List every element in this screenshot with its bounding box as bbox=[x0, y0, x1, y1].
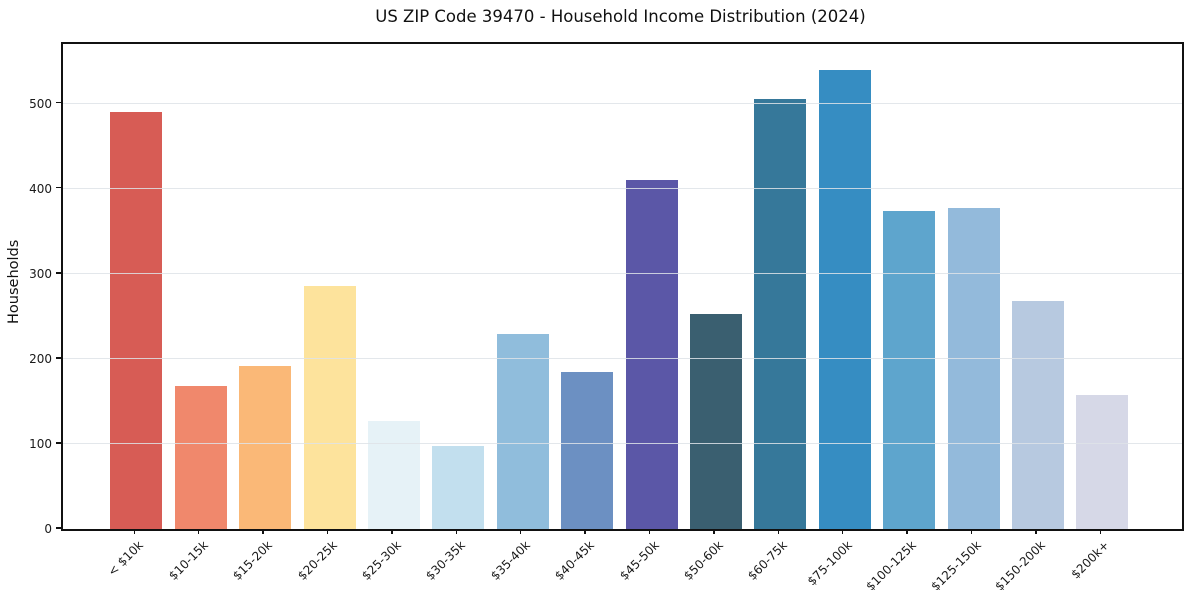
x-tick-mark-$200k+ bbox=[1099, 529, 1102, 534]
bar-$10-15k bbox=[174, 386, 227, 529]
x-tick-label-$45-50k: $45-50k bbox=[616, 538, 662, 583]
x-tick-label-$35-40k: $35-40k bbox=[487, 538, 533, 583]
x-tick-mark-< $10k bbox=[133, 529, 136, 534]
x-tick-mark-$30-35k bbox=[455, 529, 458, 534]
y-tick-label-100: 100 bbox=[29, 436, 52, 451]
x-tick-label-< $10k: < $10k bbox=[105, 538, 147, 579]
x-tick-label-$10-15k: $10-15k bbox=[165, 538, 211, 583]
bar-$40-45k bbox=[561, 371, 614, 529]
y-tick-label-0: 0 bbox=[44, 522, 52, 536]
x-tick-label-$75-100k: $75-100k bbox=[804, 538, 855, 589]
x-tick-label-$50-60k: $50-60k bbox=[680, 538, 726, 583]
x-tick-label-$200k+: $200k+ bbox=[1068, 538, 1113, 582]
y-tick-label-300: 300 bbox=[29, 266, 52, 281]
gridline-y-100 bbox=[63, 443, 1182, 445]
bar-< $10k bbox=[110, 112, 163, 529]
bar-$45-50k bbox=[625, 180, 678, 529]
x-tick-mark-$75-100k bbox=[841, 529, 844, 534]
y-axis-label: Households bbox=[6, 239, 22, 324]
y-tick-label-200: 200 bbox=[29, 351, 52, 366]
x-tick-label-$20-25k: $20-25k bbox=[294, 538, 340, 583]
y-tick-mark-500 bbox=[56, 101, 62, 104]
x-tick-mark-$40-45k bbox=[584, 529, 586, 534]
y-tick-label-400: 400 bbox=[29, 181, 52, 196]
bar-$75-100k bbox=[818, 69, 871, 529]
x-tick-label-$150-200k: $150-200k bbox=[992, 538, 1048, 590]
gridline-y-300 bbox=[63, 273, 1182, 275]
y-tick-label-500: 500 bbox=[29, 96, 52, 111]
x-tick-label-$30-35k: $30-35k bbox=[423, 538, 469, 583]
x-tick-mark-$45-50k bbox=[648, 529, 651, 534]
x-tick-label-$60-75k: $60-75k bbox=[745, 538, 791, 583]
x-tick-mark-$50-60k bbox=[713, 529, 715, 534]
bar-$20-25k bbox=[303, 285, 356, 529]
x-tick-mark-$150-200k bbox=[1035, 529, 1037, 534]
bar-$60-75k bbox=[754, 99, 807, 529]
bar-$100-125k bbox=[883, 210, 936, 529]
x-tick-mark-$100-125k bbox=[906, 529, 908, 534]
x-tick-label-$100-125k: $100-125k bbox=[863, 538, 919, 590]
gridline-y-500 bbox=[63, 103, 1182, 105]
bar-$25-30k bbox=[367, 420, 420, 529]
y-tick-mark-200 bbox=[56, 357, 62, 359]
x-tick-label-$15-20k: $15-20k bbox=[230, 538, 275, 583]
bar-$125-150k bbox=[947, 208, 1000, 529]
bar-$150-200k bbox=[1011, 300, 1064, 529]
bar-$15-20k bbox=[239, 365, 292, 529]
gridline-y-400 bbox=[63, 188, 1182, 190]
x-tick-mark-$25-30k bbox=[391, 529, 393, 534]
x-tick-mark-$60-75k bbox=[777, 529, 780, 534]
y-tick-mark-300 bbox=[56, 271, 62, 274]
x-tick-mark-$15-20k bbox=[262, 529, 264, 534]
x-tick-mark-$35-40k bbox=[519, 529, 522, 534]
y-tick-mark-0 bbox=[56, 527, 62, 529]
x-tick-mark-$10-15k bbox=[197, 529, 200, 534]
x-tick-label-$25-30k: $25-30k bbox=[358, 538, 404, 583]
y-tick-mark-400 bbox=[56, 186, 62, 189]
bar-$35-40k bbox=[496, 334, 549, 529]
bar-$200k+ bbox=[1076, 395, 1129, 529]
x-tick-mark-$20-25k bbox=[326, 529, 329, 534]
gridline-y-200 bbox=[63, 358, 1182, 360]
bar-$30-35k bbox=[432, 446, 485, 529]
bar-$50-60k bbox=[689, 313, 742, 529]
plot-area bbox=[61, 42, 1184, 531]
x-tick-label-$125-150k: $125-150k bbox=[927, 538, 984, 590]
y-tick-mark-100 bbox=[56, 442, 62, 444]
x-tick-label-$40-45k: $40-45k bbox=[552, 538, 597, 583]
chart-title: US ZIP Code 39470 - Household Income Dis… bbox=[375, 7, 866, 26]
x-tick-mark-$125-150k bbox=[970, 529, 973, 534]
